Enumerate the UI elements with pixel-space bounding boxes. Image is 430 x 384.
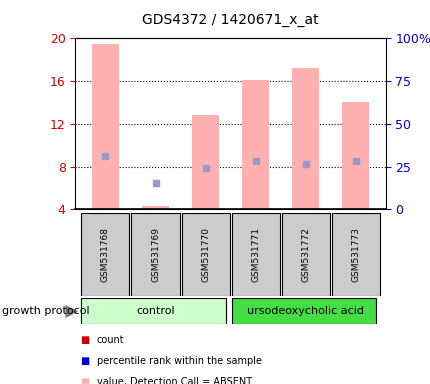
- Bar: [291, 68, 319, 209]
- FancyBboxPatch shape: [81, 298, 225, 324]
- Bar: [191, 115, 219, 209]
- FancyBboxPatch shape: [231, 298, 375, 324]
- Text: control: control: [136, 306, 175, 316]
- Text: growth protocol: growth protocol: [2, 306, 89, 316]
- Text: count: count: [97, 335, 124, 345]
- FancyBboxPatch shape: [231, 213, 279, 296]
- Text: GSM531773: GSM531773: [350, 227, 359, 282]
- FancyBboxPatch shape: [331, 213, 379, 296]
- Text: GSM531769: GSM531769: [150, 227, 160, 282]
- Text: GSM531772: GSM531772: [301, 227, 310, 282]
- Bar: [341, 103, 369, 209]
- Text: ■: ■: [80, 377, 89, 384]
- Bar: [92, 44, 119, 209]
- Bar: [141, 205, 169, 209]
- Text: GDS4372 / 1420671_x_at: GDS4372 / 1420671_x_at: [142, 13, 318, 27]
- Text: ursodeoxycholic acid: ursodeoxycholic acid: [246, 306, 363, 316]
- Text: GSM531771: GSM531771: [251, 227, 260, 282]
- Text: ■: ■: [80, 335, 89, 345]
- Text: GSM531768: GSM531768: [101, 227, 110, 282]
- Text: GSM531770: GSM531770: [200, 227, 209, 282]
- Text: value, Detection Call = ABSENT: value, Detection Call = ABSENT: [97, 377, 252, 384]
- FancyBboxPatch shape: [181, 213, 229, 296]
- FancyBboxPatch shape: [281, 213, 329, 296]
- Bar: [241, 80, 269, 209]
- FancyBboxPatch shape: [131, 213, 179, 296]
- Text: percentile rank within the sample: percentile rank within the sample: [97, 356, 261, 366]
- Text: ■: ■: [80, 356, 89, 366]
- FancyBboxPatch shape: [81, 213, 129, 296]
